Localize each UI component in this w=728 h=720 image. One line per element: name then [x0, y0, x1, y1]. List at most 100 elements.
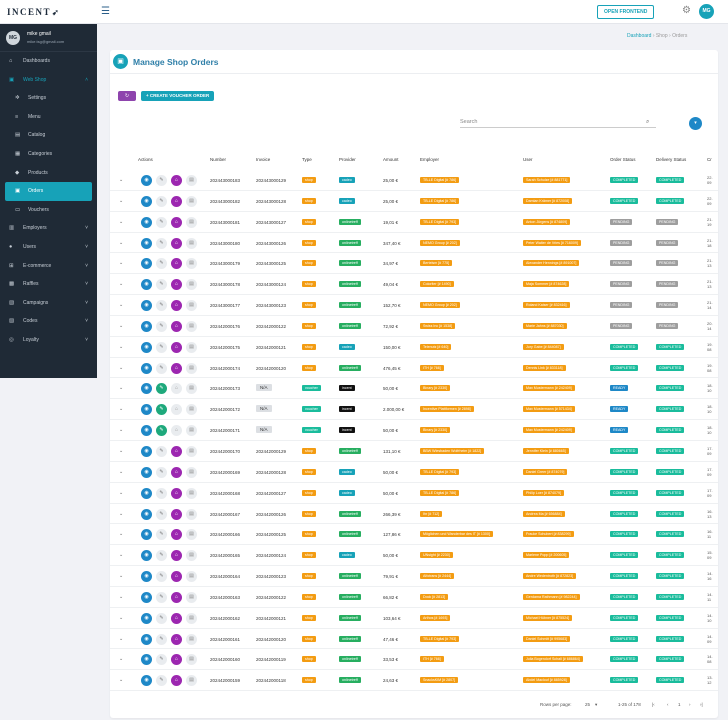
delete-button[interactable]: ▤	[186, 466, 197, 478]
column-header-order-status[interactable]: Order Status	[610, 157, 636, 162]
user-badge[interactable]: Michael Hübner [# 875524]	[523, 614, 573, 621]
delete-button[interactable]: ▤	[186, 591, 197, 603]
view-button[interactable]: ◉	[141, 258, 152, 270]
column-header-created[interactable]: Cr	[707, 157, 712, 162]
table-row[interactable]: ⌄ ◉ ✎ ⌂ ▤ 202442000171 N/A voucher incent 50,00 €…	[110, 420, 718, 441]
view-button[interactable]: ◉	[141, 529, 152, 541]
delete-button[interactable]: ▤	[186, 383, 197, 395]
delete-button[interactable]: ▤	[186, 279, 197, 291]
edit-button[interactable]: ✎	[156, 320, 167, 332]
employer-badge[interactable]: Swiss Inc [# 1538]	[420, 322, 456, 329]
expand-chevron-icon[interactable]: ⌄	[119, 677, 124, 684]
user-badge[interactable]: Daniel Greer [# 874079]	[523, 468, 568, 475]
table-row[interactable]: ⌄ ◉ ✎ ⌂ ▤ 202443000177 202443000123 shop onlinet…	[110, 295, 718, 316]
expand-chevron-icon[interactable]: ⌄	[119, 489, 124, 496]
column-header-type[interactable]: Type	[302, 157, 312, 162]
expand-chevron-icon[interactable]: ⌄	[119, 635, 124, 642]
delete-button[interactable]: ▤	[186, 550, 197, 562]
edit-button[interactable]: ✎	[156, 571, 167, 583]
expand-chevron-icon[interactable]: ⌄	[119, 197, 124, 204]
user-badge[interactable]: Marlene Popp [# 200605]	[523, 552, 570, 559]
edit-button[interactable]: ✎	[156, 591, 167, 603]
shop-order-button[interactable]: ⌂	[171, 425, 182, 437]
table-row[interactable]: ⌄ ◉ ✎ ⌂ ▤ 202443000179 202443000125 shop onlinet…	[110, 253, 718, 275]
delete-button[interactable]: ▤	[186, 320, 197, 332]
expand-chevron-icon[interactable]: ⌄	[119, 656, 124, 663]
delete-button[interactable]: ▤	[186, 237, 197, 249]
view-button[interactable]: ◉	[141, 550, 152, 562]
delete-button[interactable]: ▤	[186, 612, 197, 624]
sidebar-item-campaigns[interactable]: ▧ Campaigns ˅	[0, 294, 97, 313]
table-row[interactable]: ⌄ ◉ ✎ ⌂ ▤ 202442000163 202442000122 shop onlinet…	[110, 587, 718, 608]
delete-button[interactable]: ▤	[186, 300, 197, 312]
table-row[interactable]: ⌄ ◉ ✎ ⌂ ▤ 202443000180 202443000126 shop onlinet…	[110, 233, 718, 254]
table-row[interactable]: ⌄ ◉ ✎ ⌂ ▤ 202442000173 N/A voucher incent 50,00 €…	[110, 378, 718, 400]
expand-chevron-icon[interactable]: ⌄	[119, 260, 124, 267]
expand-chevron-icon[interactable]: ⌄	[119, 614, 124, 621]
table-row[interactable]: ⌄ ◉ ✎ ⌂ ▤ 202443000183 202443000129 shop cadeo 25…	[110, 170, 718, 191]
expand-chevron-icon[interactable]: ⌄	[119, 177, 124, 183]
column-header-delivery-status[interactable]: Delivery Status	[656, 157, 687, 162]
employer-badge[interactable]: BBW Wiesbaden Wolfrheim [# 1822]	[420, 447, 485, 454]
column-header-invoice[interactable]: Invoice	[256, 157, 271, 162]
employer-badge[interactable]: TB-LE Digital [# 786]	[420, 177, 460, 183]
user-badge[interactable]: Gerdama Rathmann [# 982244]	[523, 593, 580, 600]
user-badge[interactable]: Anton Jürgens [# 874809]	[523, 218, 571, 225]
employer-badge[interactable]: Dock [# 2813]	[420, 593, 449, 600]
shop-order-button[interactable]: ⌂	[171, 237, 182, 249]
employer-badge[interactable]: TB-LE Digital [# 793]	[420, 635, 460, 642]
current-page-number[interactable]: 1	[678, 702, 681, 707]
employer-badge[interactable]: Bertelsm [# 775]	[420, 260, 453, 267]
last-page-button[interactable]: ›|	[700, 702, 703, 707]
employer-badge[interactable]: TB-LE Digital [# 793]	[420, 218, 460, 225]
hamburger-menu-icon[interactable]: ☰	[101, 6, 110, 17]
sidebar-item-dashboards[interactable]: ⌂ Dashboards	[0, 52, 97, 71]
sidebar-item-loyalty[interactable]: ◎ Loyalty ˅	[0, 331, 97, 350]
column-header-employer[interactable]: Employer	[420, 157, 440, 162]
shop-order-button[interactable]: ⌂	[171, 175, 182, 186]
expand-chevron-icon[interactable]: ⌄	[119, 552, 124, 559]
user-badge[interactable]: Sarah Schulze [# 881771]	[523, 177, 571, 183]
shop-order-button[interactable]: ⌂	[171, 591, 182, 603]
sidebar-item-orders[interactable]: ▣ Orders	[5, 182, 92, 201]
view-button[interactable]: ◉	[141, 320, 152, 332]
view-button[interactable]: ◉	[141, 612, 152, 624]
user-badge[interactable]: Jennifer Klein [# 880665]	[523, 447, 569, 454]
user-badge[interactable]: Max Mustermann [# 242409]	[523, 385, 575, 392]
edit-button[interactable]: ✎	[156, 487, 167, 499]
first-page-button[interactable]: |‹	[652, 702, 655, 707]
edit-button[interactable]: ✎	[156, 633, 167, 645]
shop-order-button[interactable]: ⌂	[171, 383, 182, 395]
sidebar-item-settings[interactable]: ✲ Settings	[0, 89, 97, 108]
employer-badge[interactable]: Alfotrans [# 2444]	[420, 573, 455, 580]
edit-button[interactable]: ✎	[156, 529, 167, 541]
delete-button[interactable]: ▤	[186, 633, 197, 645]
view-button[interactable]: ◉	[141, 383, 152, 395]
sidebar-item-vouchers[interactable]: ▭ Vouchers	[0, 201, 97, 220]
edit-button[interactable]: ✎	[156, 383, 167, 395]
user-badge[interactable]: Marie Jahns [# 887030]	[523, 322, 567, 329]
shop-order-button[interactable]: ⌂	[171, 508, 182, 520]
edit-button[interactable]: ✎	[156, 550, 167, 562]
previous-page-button[interactable]: ‹	[667, 702, 669, 707]
user-badge[interactable]: Max Mustermann [# 571434]	[523, 406, 575, 413]
view-button[interactable]: ◉	[141, 466, 152, 478]
logo[interactable]: INCENT➹	[7, 7, 61, 17]
view-button[interactable]: ◉	[141, 300, 152, 312]
column-header-amount[interactable]: Amount	[383, 157, 399, 162]
user-badge[interactable]: Daniel Schmitt [# 995683]	[523, 635, 571, 642]
user-badge[interactable]: Roland Kaiser [# 832416]	[523, 302, 570, 309]
delete-button[interactable]: ▤	[186, 529, 197, 541]
table-row[interactable]: ⌄ ◉ ✎ ⌂ ▤ 202442000169 202442000128 shop cadeo 50…	[110, 462, 718, 483]
employer-badge[interactable]: Ihr [# 712]	[420, 510, 443, 517]
view-button[interactable]: ◉	[141, 279, 152, 291]
edit-button[interactable]: ✎	[156, 362, 167, 374]
shop-order-button[interactable]: ⌂	[171, 466, 182, 478]
employer-badge[interactable]: SnacksKIM [# 2807]	[420, 677, 459, 684]
edit-button[interactable]: ✎	[156, 216, 167, 228]
shop-order-button[interactable]: ⌂	[171, 216, 182, 228]
sidebar-item-e-commerce[interactable]: ⊞ E-commerce ˅	[0, 257, 97, 276]
edit-button[interactable]: ✎	[156, 404, 167, 416]
sidebar-item-employers[interactable]: ▥ Employers ˅	[0, 219, 97, 238]
employer-badge[interactable]: TB-LE Digital [# 786]	[420, 197, 460, 204]
